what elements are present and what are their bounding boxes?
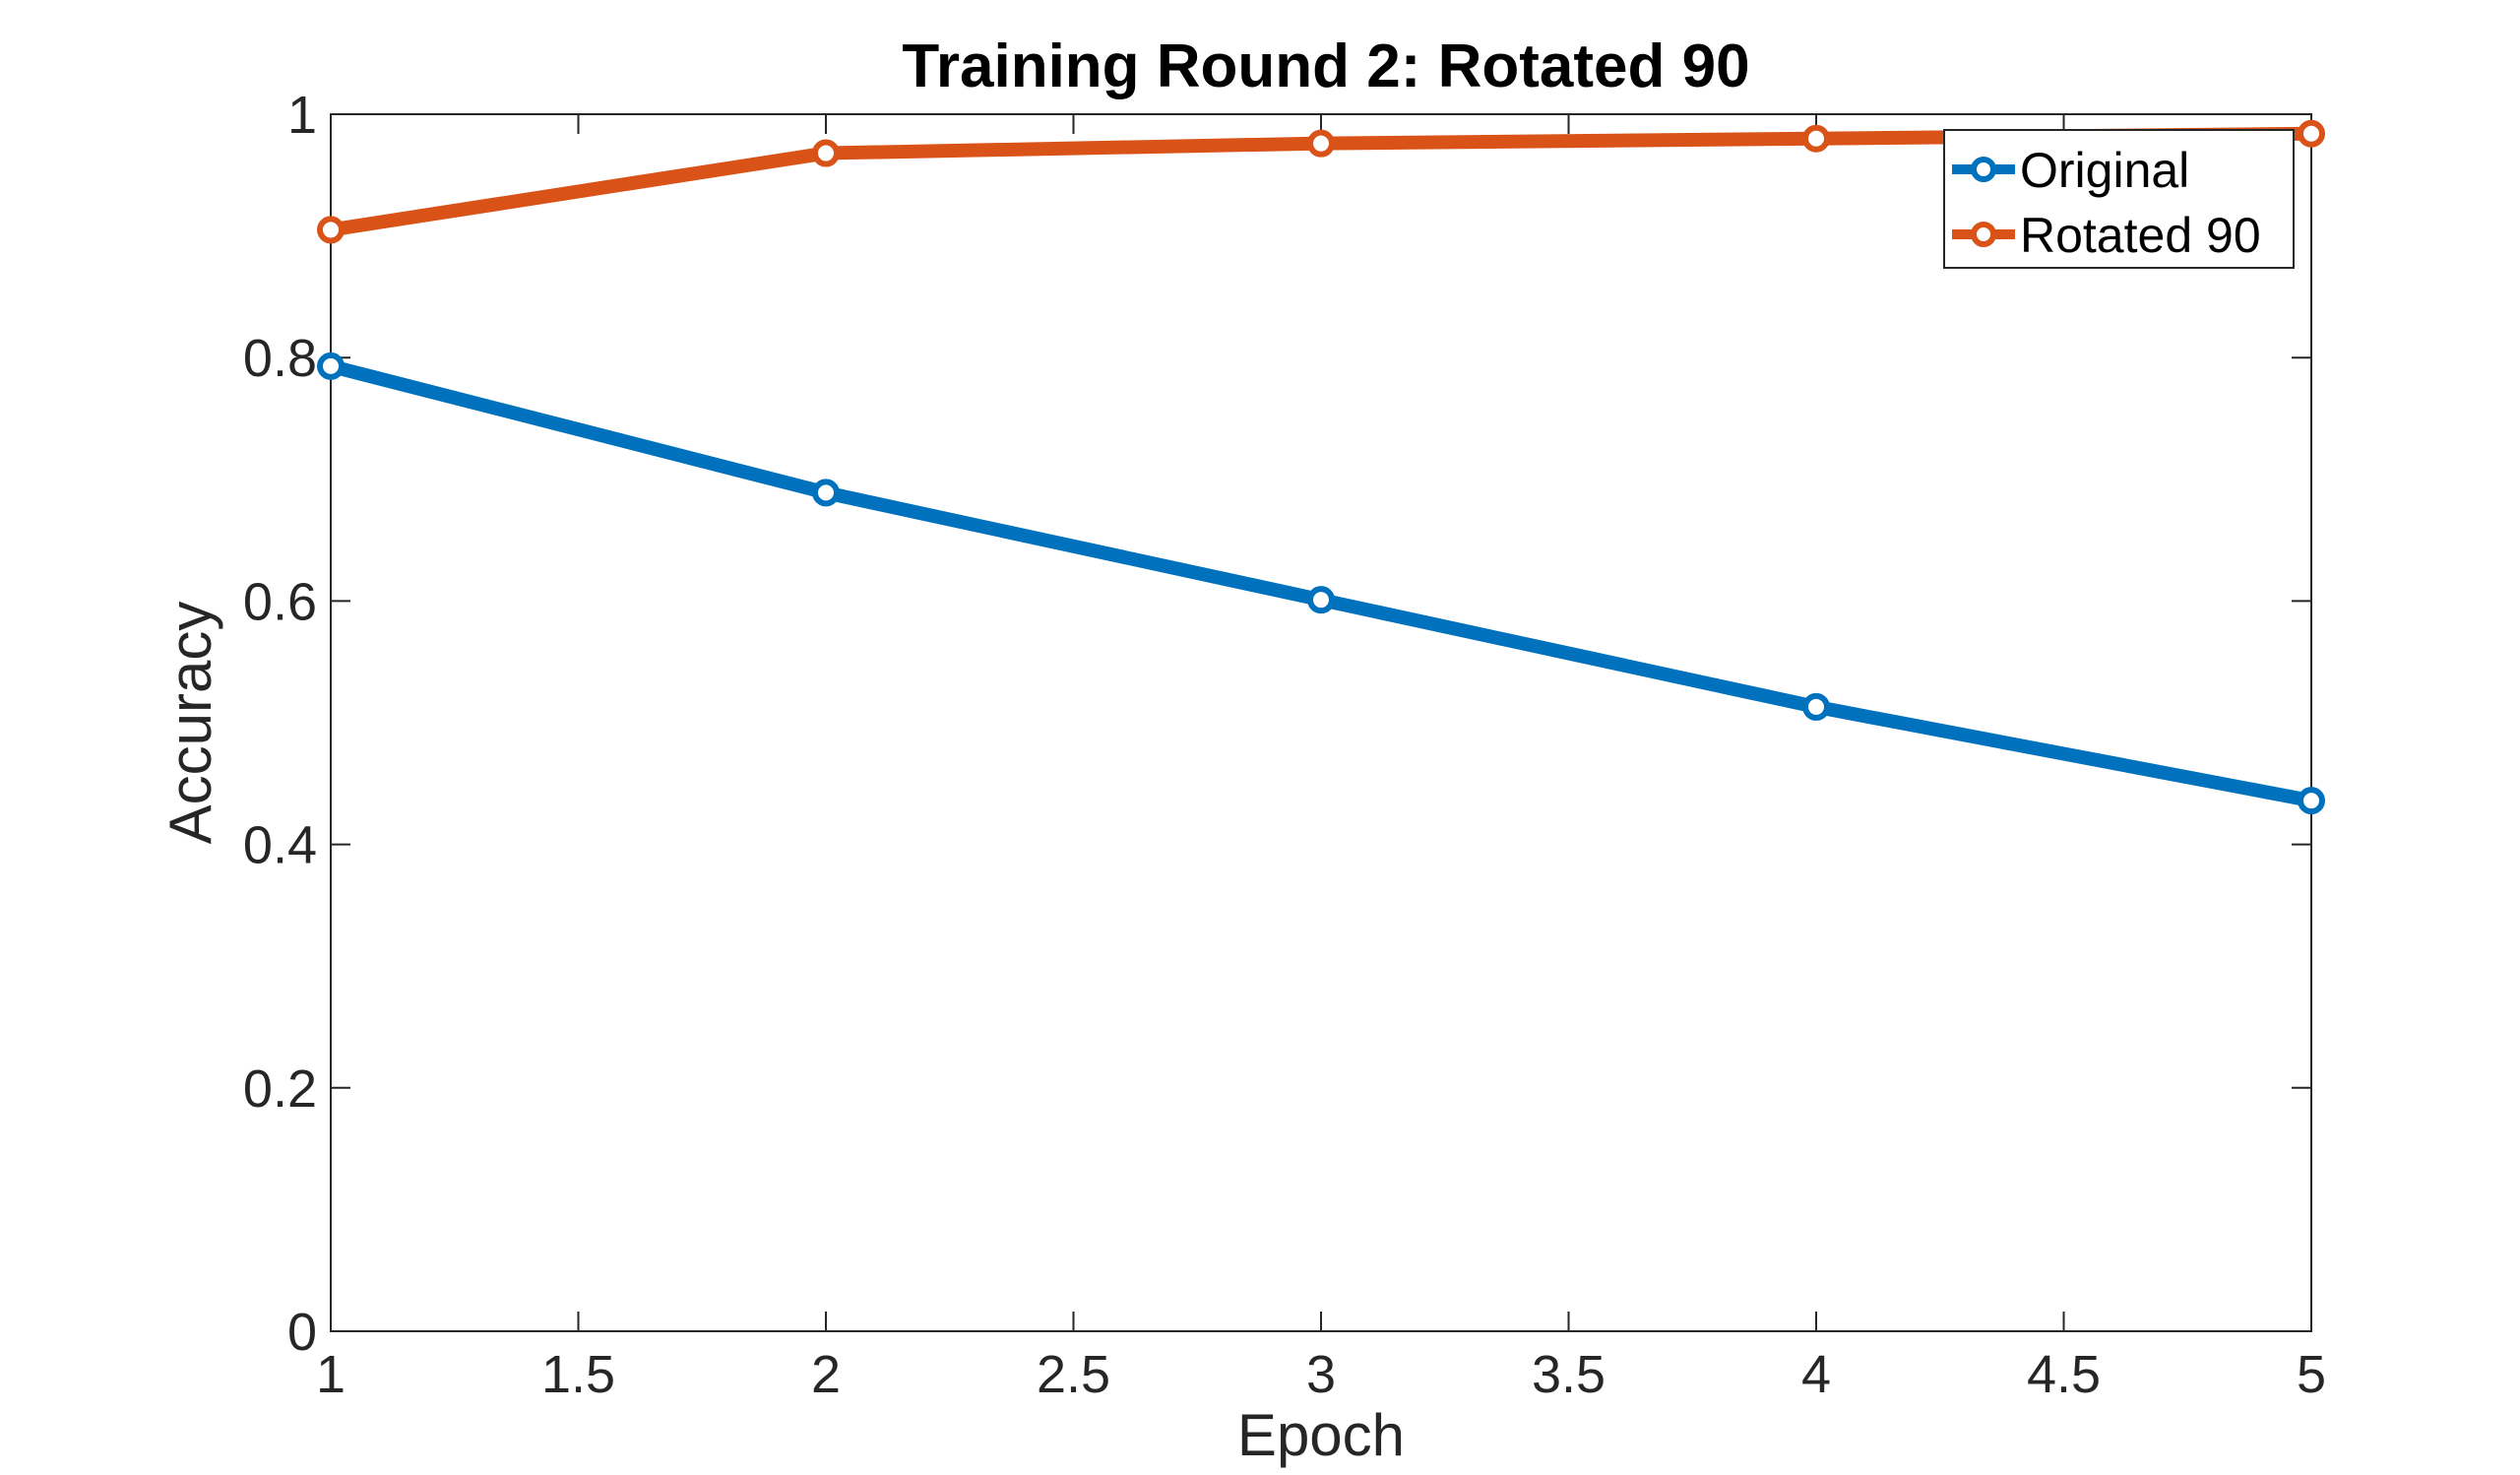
y-tick-label: 0.6 (243, 572, 317, 631)
chart-title: Training Round 2: Rotated 90 (902, 32, 1749, 100)
legend-marker-original (1971, 157, 1996, 182)
x-tick-labels: 1 1.5 2 2.5 3 3.5 4 4.5 5 (316, 1345, 2326, 1404)
data-point-original (2298, 787, 2325, 815)
legend-label-original: Original (2020, 143, 2189, 198)
x-tick-label: 3.5 (1532, 1345, 1606, 1404)
data-point-rotated-90 (1307, 129, 1335, 158)
x-tick-label: 3 (1306, 1345, 1336, 1404)
x-tick-label: 4.5 (2027, 1345, 2101, 1404)
x-tick-label: 5 (2297, 1345, 2326, 1404)
data-point-rotated-90 (812, 139, 840, 167)
legend-box (1943, 129, 2295, 269)
x-tick-label: 2.5 (1037, 1345, 1110, 1404)
data-point-rotated-90 (317, 216, 345, 244)
legend-marker-rotated-90 (1971, 222, 1996, 247)
x-tick-label: 2 (811, 1345, 841, 1404)
x-tick-label: 1.5 (541, 1345, 615, 1404)
x-axis-title: Epoch (1237, 1402, 1405, 1468)
legend-label-rotated-90: Rotated 90 (2020, 208, 2261, 263)
data-point-rotated-90 (1802, 124, 1830, 153)
data-point-original (812, 479, 840, 507)
y-tick-labels: 0 0.2 0.4 0.6 0.8 1 (243, 86, 317, 1362)
data-point-original (1802, 692, 1830, 721)
y-tick-label: 0.2 (243, 1059, 317, 1119)
y-tick-label: 0.8 (243, 329, 317, 388)
x-tick-label: 1 (316, 1345, 346, 1404)
y-tick-label: 0 (287, 1303, 317, 1362)
legend: Original Rotated 90 (1943, 129, 2295, 269)
data-point-original (317, 352, 345, 380)
y-axis-title: Accuracy (158, 602, 223, 845)
x-tick-label: 4 (1801, 1345, 1831, 1404)
y-tick-label: 0.4 (243, 816, 317, 875)
y-tick-label: 1 (287, 86, 317, 145)
data-point-rotated-90 (2298, 119, 2325, 148)
plot-area (330, 113, 2312, 1332)
data-point-original (1307, 586, 1335, 614)
